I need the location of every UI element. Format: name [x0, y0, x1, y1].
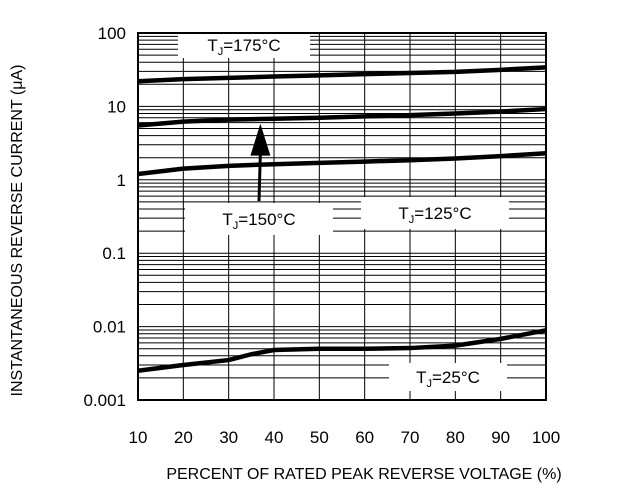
curve-label-bg [178, 32, 310, 58]
plot-frame [137, 32, 547, 401]
curve-label: TJ=125°C [398, 204, 471, 226]
y-tick-label: 0.1 [102, 244, 126, 263]
curve-label: TJ=175°C [207, 36, 280, 58]
x-tick-label: 90 [491, 428, 510, 447]
series-line-1 [137, 106, 547, 128]
series-line-3 [137, 328, 547, 374]
arrow-shaft [257, 151, 262, 202]
annotation-layer: TJ=175°C TJ=150°C TJ=125°C TJ=25°C [178, 32, 509, 391]
x-tick-label: 100 [532, 428, 560, 447]
y-axis-label: INSTANTANEOUS REVERSE CURRENT (μA) [9, 65, 26, 397]
x-tick-label: 50 [310, 428, 329, 447]
x-tick-label: 20 [174, 428, 193, 447]
curve-label-bg [361, 197, 509, 229]
arrow-head [250, 123, 271, 156]
y-tick-label: 0.001 [83, 391, 126, 410]
y-tick-label: 100 [98, 24, 126, 43]
x-tick-label: 40 [265, 428, 284, 447]
x-tick-label: 10 [129, 428, 148, 447]
x-tick-label: 60 [355, 428, 374, 447]
series-line-0 [137, 65, 547, 84]
series-layer [137, 65, 547, 374]
curve-label: TJ=25°C [416, 368, 480, 390]
x-axis-label: PERCENT OF RATED PEAK REVERSE VOLTAGE (%… [166, 466, 561, 483]
y-tick-label: 1 [117, 171, 126, 190]
y-tick-label: 10 [107, 97, 126, 116]
x-tick-label: 70 [401, 428, 420, 447]
curve-label-bg [185, 203, 333, 235]
x-tick-labels: 10 20 30 40 50 60 70 80 90 100 [129, 428, 561, 447]
series-line-2 [137, 151, 547, 177]
x-tick-label: 80 [446, 428, 465, 447]
x-tick-label: 30 [219, 428, 238, 447]
y-tick-label: 0.01 [93, 318, 126, 337]
curve-label-bg [389, 363, 507, 391]
y-tick-labels: 0.001 0.01 0.1 1 10 100 [83, 24, 126, 410]
curve-label: TJ=150°C [222, 210, 295, 232]
